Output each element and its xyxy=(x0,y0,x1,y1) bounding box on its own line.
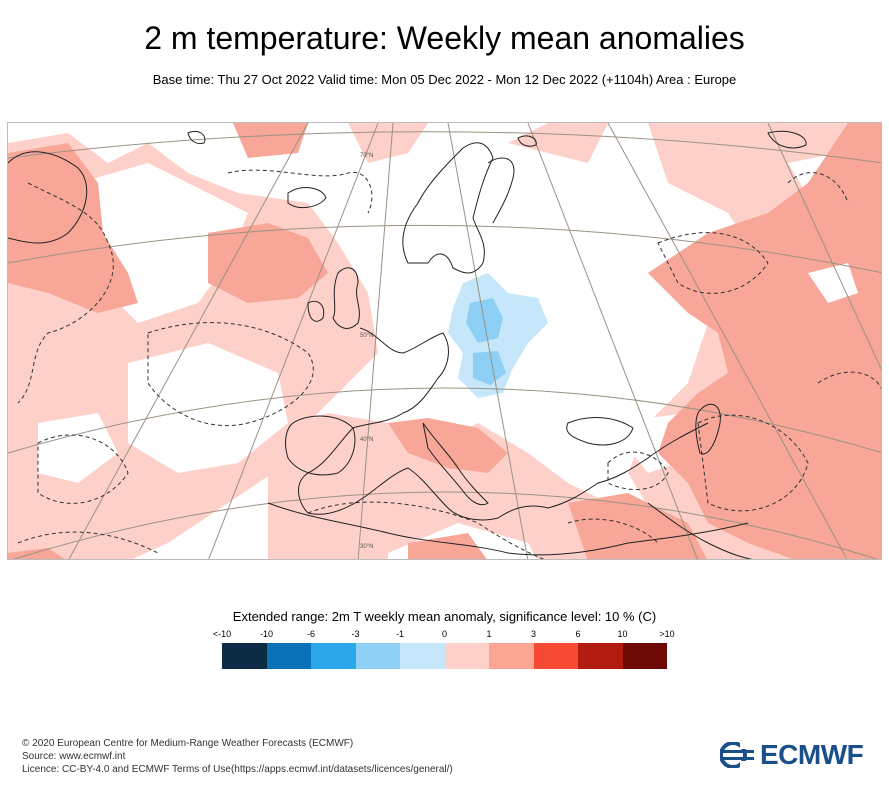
legend-tick-label: 0 xyxy=(441,629,447,639)
legend-swatch xyxy=(444,643,489,669)
ecmwf-logo-text: ECMWF xyxy=(760,739,864,770)
legend-tick-label: >10 xyxy=(659,629,675,639)
map-svg: 70°N 50°N 40°N 30°N xyxy=(8,123,881,559)
legend-tick-label: 6 xyxy=(575,629,581,639)
copyright-text: © 2020 European Centre for Medium-Range … xyxy=(22,738,354,749)
licence-text: Licence: CC-BY-4.0 and ECMWF Terms of Us… xyxy=(22,764,453,775)
legend-tick-labels: <-10 -10 -6 -3 -1 0 1 3 6 10 >10 xyxy=(0,628,889,640)
graticule-label-30: 30°N xyxy=(360,544,373,550)
legend-colorbar xyxy=(222,643,667,669)
legend-swatch xyxy=(266,643,311,669)
legend-swatch xyxy=(355,643,400,669)
legend-tick-label: -1 xyxy=(395,629,404,639)
legend-tick-label: 10 xyxy=(617,629,628,639)
legend-tick-label: -3 xyxy=(351,629,360,639)
legend-swatch xyxy=(311,643,356,669)
ecmwf-logo[interactable]: ECMWF xyxy=(720,739,864,770)
legend-swatch xyxy=(489,643,534,669)
coastlines xyxy=(8,130,807,559)
graticule-lines xyxy=(8,123,881,559)
page-subtitle: Base time: Thu 27 Oct 2022 Valid time: M… xyxy=(152,72,737,87)
graticule-label-50: 50°N xyxy=(360,333,373,339)
legend-tick-label: -6 xyxy=(306,629,315,639)
legend-tick-label: <-10 xyxy=(212,629,232,639)
legend-tick-label: -10 xyxy=(259,629,273,639)
legend-swatch xyxy=(578,643,623,669)
legend-tick-label: 1 xyxy=(486,629,492,639)
page-title: 2 m temperature: Weekly mean anomalies xyxy=(144,20,745,56)
anomaly-warm-fields xyxy=(8,123,881,559)
graticule-label-40: 40°N xyxy=(360,437,373,443)
legend-tick-label: 3 xyxy=(530,629,536,639)
legend-swatch xyxy=(400,643,445,669)
legend-swatch xyxy=(533,643,578,669)
ecmwf-logo-icon xyxy=(720,742,756,768)
anomaly-map[interactable]: 70°N 50°N 40°N 30°N xyxy=(7,122,882,560)
legend-title: Extended range: 2m T weekly mean anomaly… xyxy=(232,609,657,624)
footer: © 2020 European Centre for Medium-Range … xyxy=(22,737,453,776)
legend-swatch xyxy=(222,643,267,669)
significance-contours xyxy=(17,169,881,559)
source-text: Source: www.ecmwf.int xyxy=(22,751,126,762)
graticule-label-70: 70°N xyxy=(360,153,373,159)
legend-swatch xyxy=(622,643,667,669)
